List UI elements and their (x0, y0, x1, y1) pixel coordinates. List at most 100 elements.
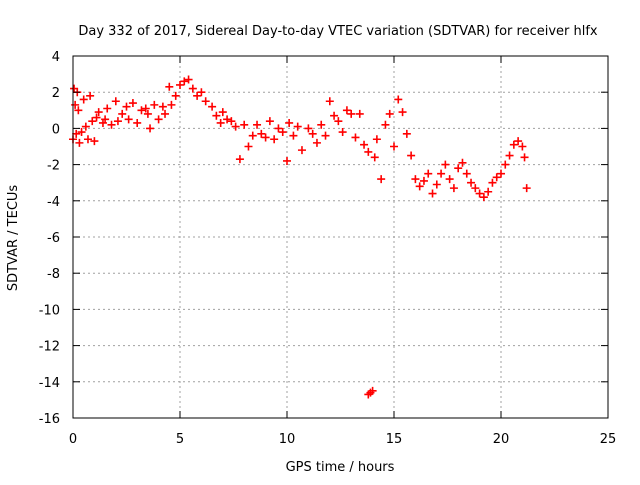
data-point (212, 111, 221, 120)
data-point (471, 184, 480, 193)
data-point (285, 118, 294, 127)
data-point (83, 135, 92, 144)
data-point (244, 142, 253, 151)
data-point (289, 131, 298, 140)
data-point (458, 158, 467, 167)
data-point (180, 77, 189, 86)
x-tick-label: 10 (279, 432, 296, 447)
data-point (235, 155, 244, 164)
data-point (514, 137, 523, 146)
data-point (171, 91, 180, 100)
data-point (297, 146, 306, 155)
ticks-layer (72, 55, 609, 419)
data-point (88, 117, 97, 126)
data-point (308, 129, 317, 138)
data-point (462, 169, 471, 178)
data-point (143, 109, 152, 118)
y-tick-label: -10 (39, 303, 60, 318)
data-point (370, 153, 379, 162)
data-point (208, 102, 217, 111)
data-point (321, 131, 330, 140)
data-point (368, 386, 377, 395)
data-point (118, 109, 127, 118)
data-point (338, 128, 347, 137)
chart-title: Day 332 of 2017, Sidereal Day-to-day VTE… (78, 24, 598, 39)
grid-layer (73, 56, 608, 418)
data-point (101, 115, 110, 124)
data-point (92, 113, 101, 122)
data-point (165, 82, 174, 91)
data-point (231, 122, 240, 131)
data-point (167, 100, 176, 109)
data-point (146, 124, 155, 133)
data-point (124, 115, 133, 124)
data-point (360, 140, 369, 149)
data-point (334, 117, 343, 126)
data-point (90, 137, 99, 146)
data-point (261, 133, 270, 142)
data-point (133, 118, 142, 127)
data-point (201, 97, 210, 106)
data-point (137, 106, 146, 115)
y-tick-label: -12 (39, 340, 60, 355)
y-tick-label: -8 (47, 267, 60, 282)
data-point (467, 178, 476, 187)
data-point (103, 104, 112, 113)
y-tick-label: 2 (52, 86, 60, 101)
x-tick-label: 15 (386, 432, 403, 447)
x-tick-label: 0 (69, 432, 77, 447)
points-layer (69, 75, 531, 399)
data-point (424, 169, 433, 178)
data-point (72, 129, 81, 138)
data-point (441, 160, 450, 169)
data-point (522, 184, 531, 193)
data-point (312, 138, 321, 147)
data-point (107, 120, 116, 129)
data-point (184, 75, 193, 84)
data-point (390, 142, 398, 151)
data-point (402, 129, 411, 138)
data-point (407, 151, 416, 160)
data-point (377, 175, 386, 184)
y-tick-label: 4 (52, 50, 60, 65)
data-point (419, 176, 428, 185)
data-point (283, 156, 291, 165)
data-point (227, 117, 236, 126)
data-point (304, 124, 313, 133)
data-point (347, 109, 356, 118)
y-tick-label: -4 (47, 195, 60, 210)
data-point (411, 175, 420, 184)
data-point (520, 153, 529, 162)
data-point (197, 88, 206, 97)
data-point (381, 120, 390, 129)
data-point (158, 102, 167, 111)
data-point (223, 115, 232, 124)
tick-labels-layer: 420-2-4-6-8-10-12-14-160 5 10 15 20 25 (39, 50, 617, 447)
data-point (81, 122, 90, 131)
data-point (342, 106, 351, 115)
y-axis-label: SDTVAR / TECUs (6, 185, 21, 292)
data-point (253, 120, 262, 129)
data-point (454, 164, 463, 173)
data-point (71, 100, 80, 109)
x-tick-label: 20 (493, 432, 510, 447)
data-point (398, 108, 407, 117)
data-point (432, 180, 441, 189)
data-point (372, 135, 381, 144)
data-point (428, 189, 437, 198)
data-point (113, 117, 122, 126)
data-point (479, 193, 488, 202)
data-point (317, 120, 326, 129)
data-point (75, 138, 84, 147)
data-point (475, 189, 484, 198)
data-point (86, 91, 95, 100)
data-point (330, 111, 339, 120)
data-point (293, 122, 302, 131)
data-point (216, 118, 225, 127)
data-point (141, 104, 150, 113)
data-point (240, 120, 249, 129)
data-point (176, 80, 184, 89)
